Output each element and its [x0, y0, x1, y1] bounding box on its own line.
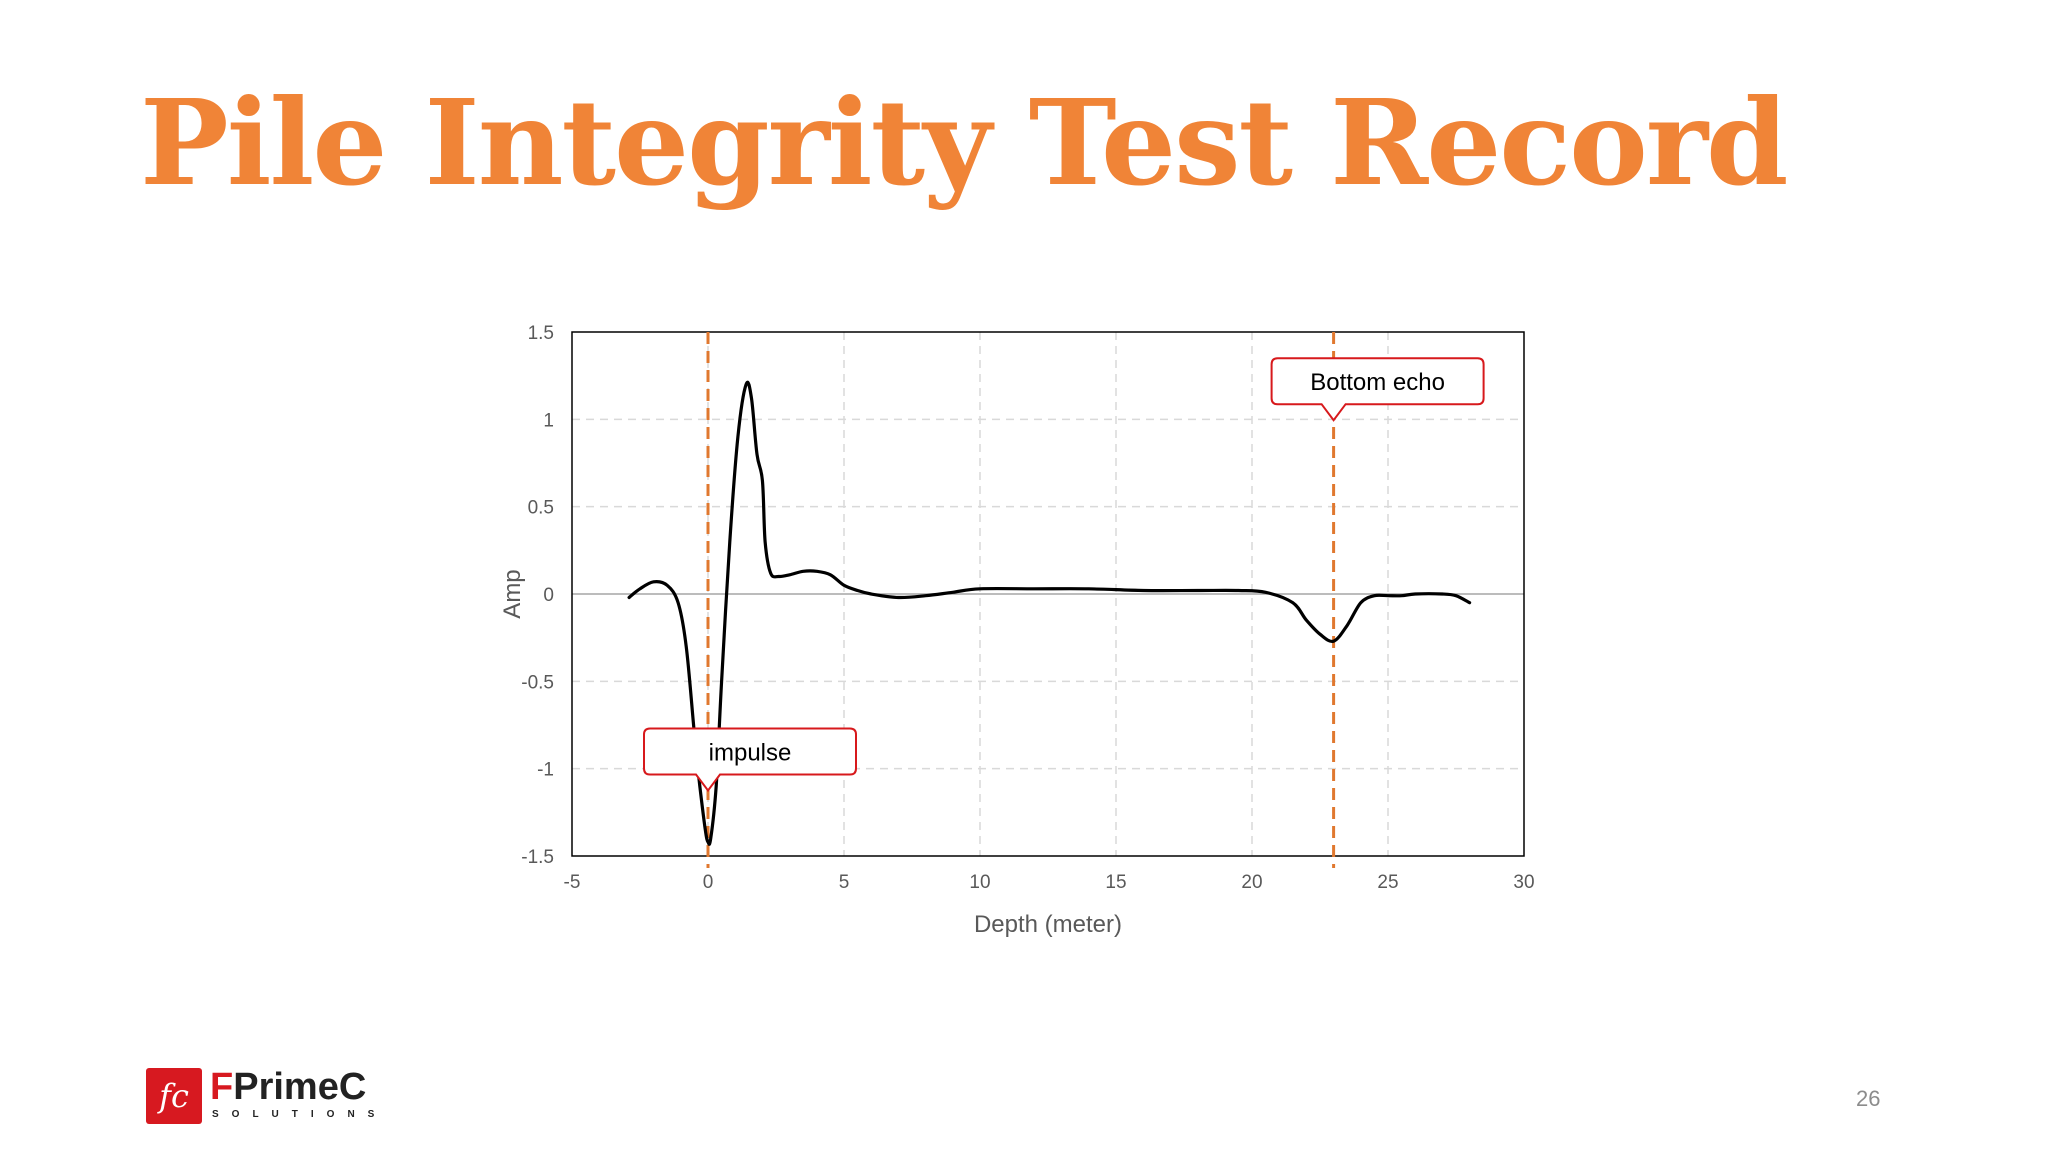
slide-title: Pile Integrity Test Record	[140, 73, 1788, 212]
y-tick-label: -1	[537, 760, 554, 781]
y-tick-label: 0.5	[528, 498, 554, 519]
x-tick-label: 5	[839, 872, 850, 893]
logo-tagline: SOLUTIONS	[212, 1109, 388, 1120]
page-number: 26	[1856, 1086, 1881, 1111]
trace-layer	[627, 380, 1472, 846]
company-logo: fc FPrimeC SOLUTIONS	[146, 1066, 388, 1126]
x-tick-label: 30	[1513, 872, 1534, 893]
x-tick-label: 20	[1241, 872, 1262, 893]
y-tick-label: -0.5	[521, 672, 554, 693]
y-tick-label: 0	[543, 585, 554, 606]
y-tick-label: -1.5	[521, 847, 554, 868]
logo-name: FPrimeC	[210, 1066, 366, 1109]
x-tick-label: 25	[1377, 872, 1398, 893]
logo-mark-icon: fc	[146, 1068, 202, 1124]
callout-bubble	[1270, 357, 1485, 422]
callout-bubble	[643, 727, 857, 793]
x-tick-label: 15	[1105, 872, 1126, 893]
y-axis-title: Amp	[499, 569, 526, 618]
marker-lines	[706, 332, 1336, 868]
tick-labels: -5 0 5 10 15 20 25 30 -1.5 -1 -0.5 0 0.5 1 1.5	[521, 323, 1534, 893]
logo-name-rest: PrimeC	[233, 1066, 367, 1108]
callouts: impulse Bottom echo	[643, 357, 1485, 793]
logo-name-first: F	[210, 1066, 234, 1108]
chart-container: -5 0 5 10 15 20 25 30 -1.5 -1 -0.5 0 0.5 1 1.5 impulse…	[480, 300, 1560, 950]
amplitude-trace	[627, 380, 1472, 846]
x-tick-label: -5	[564, 872, 581, 893]
callout-label: impulse	[709, 739, 792, 766]
y-tick-label: 1.5	[528, 323, 554, 344]
x-tick-label: 0	[703, 872, 714, 893]
line-chart: -5 0 5 10 15 20 25 30 -1.5 -1 -0.5 0 0.5 1 1.5 impulse…	[499, 323, 1535, 938]
plot-frame	[571, 331, 1525, 857]
x-tick-label: 10	[969, 872, 990, 893]
plot-border	[571, 331, 1525, 857]
y-tick-label: 1	[543, 410, 554, 431]
x-axis-title: Depth (meter)	[974, 911, 1122, 938]
callout-label: Bottom echo	[1310, 369, 1445, 396]
